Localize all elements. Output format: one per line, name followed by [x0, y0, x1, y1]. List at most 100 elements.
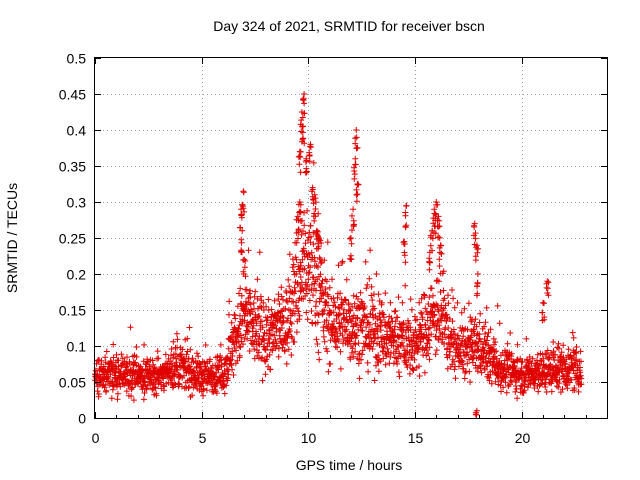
data-point [456, 335, 463, 342]
data-point [399, 339, 405, 346]
data-point [296, 153, 303, 160]
data-point [418, 310, 425, 317]
data-point [238, 292, 245, 299]
data-point [237, 285, 244, 292]
data-point [231, 324, 238, 331]
data-point [346, 313, 353, 320]
data-point [258, 318, 265, 325]
data-point [435, 213, 442, 220]
data-point [310, 274, 317, 281]
data-point [402, 259, 409, 266]
data-point [411, 356, 418, 363]
data-point [504, 340, 511, 347]
data-point [441, 295, 448, 302]
data-point [375, 368, 382, 375]
data-point [217, 341, 224, 348]
data-point [329, 276, 335, 283]
data-point [563, 382, 570, 389]
data-point [313, 336, 320, 343]
data-point [262, 371, 269, 378]
data-point [400, 319, 407, 326]
data-point [292, 288, 299, 295]
y-tick-label: 0.5 [67, 51, 87, 67]
data-point [336, 311, 343, 318]
data-point [200, 385, 207, 392]
data-point [485, 329, 492, 336]
data-point [478, 369, 485, 376]
x-tick-label: 5 [199, 430, 207, 446]
data-point [471, 224, 478, 230]
data-point [249, 308, 256, 315]
data-point [323, 317, 330, 324]
data-point [438, 242, 444, 249]
data-point [221, 390, 228, 397]
data-point [375, 352, 382, 359]
data-point [466, 368, 473, 375]
data-point [288, 352, 295, 358]
data-point [238, 212, 245, 219]
data-point [498, 388, 505, 395]
data-point [254, 276, 261, 283]
data-point [335, 262, 342, 269]
data-point [474, 246, 481, 252]
data-point [278, 293, 285, 300]
data-point [500, 384, 507, 391]
x-tick-label: 15 [408, 430, 424, 446]
y-tick-label: 0.1 [67, 339, 87, 355]
data-point [133, 344, 140, 350]
data-point [170, 338, 177, 345]
data-point [578, 381, 585, 388]
data-point [395, 294, 402, 301]
data-point [298, 231, 305, 238]
data-point [189, 368, 196, 375]
data-point [297, 201, 304, 208]
data-point [450, 326, 457, 333]
data-point [406, 370, 413, 377]
data-point [451, 366, 458, 373]
data-point [427, 232, 434, 239]
data-point [318, 295, 325, 302]
data-point [187, 346, 194, 353]
data-point [324, 239, 331, 246]
data-point [514, 395, 521, 402]
data-point [512, 383, 519, 389]
data-point [358, 327, 365, 334]
data-point [483, 304, 490, 311]
data-point [306, 158, 313, 165]
data-point [149, 357, 156, 364]
data-point [403, 203, 410, 209]
data-point [218, 361, 225, 368]
data-point [290, 261, 297, 268]
data-point [323, 278, 330, 285]
data-point [436, 263, 443, 269]
data-point [548, 388, 555, 395]
data-point [348, 240, 355, 247]
data-point [407, 362, 414, 369]
data-point [564, 385, 571, 392]
data-point [552, 351, 559, 358]
data-point [550, 339, 557, 345]
data-point [297, 148, 304, 155]
data-point [426, 266, 433, 273]
data-point [185, 385, 192, 392]
data-point [243, 286, 250, 293]
data-point [158, 379, 165, 386]
data-point [325, 293, 332, 300]
data-point [444, 345, 451, 352]
data-point [150, 361, 157, 368]
data-point [283, 297, 290, 304]
data-point [578, 358, 584, 365]
data-point [325, 368, 332, 375]
data-point [266, 351, 273, 358]
data-point [354, 332, 360, 339]
data-point [304, 207, 311, 214]
data-point [472, 253, 479, 260]
data-point [355, 340, 362, 347]
data-point [561, 360, 568, 367]
data-point [540, 355, 547, 362]
data-point [436, 217, 443, 224]
data-point [426, 324, 433, 331]
data-point [287, 328, 293, 334]
data-point [490, 335, 497, 342]
data-point [451, 331, 458, 337]
